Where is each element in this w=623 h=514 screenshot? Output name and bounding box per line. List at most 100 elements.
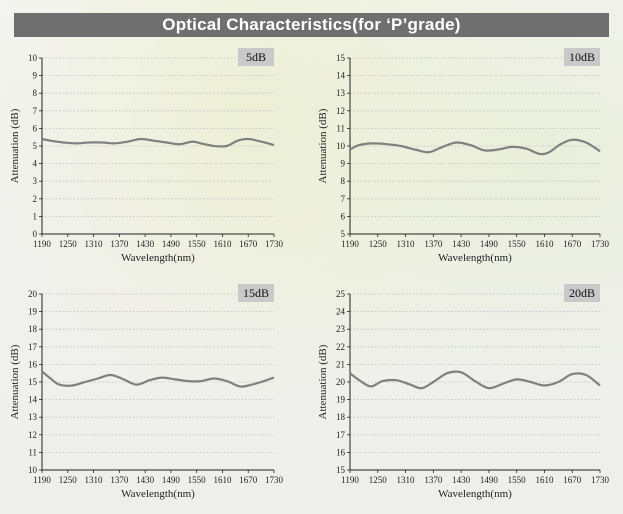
y-tick-label: 16 <box>28 359 38 369</box>
x-tick-label: 1730 <box>265 475 284 485</box>
x-tick-label: 1370 <box>424 475 443 485</box>
x-tick-label: 1730 <box>591 239 610 249</box>
x-tick-label: 1670 <box>563 475 582 485</box>
x-tick-label: 1610 <box>535 239 554 249</box>
series-line <box>349 370 601 390</box>
series-line <box>41 137 275 148</box>
x-tick-label: 1370 <box>110 475 129 485</box>
attenuation-tag <box>238 48 274 66</box>
x-tick-label: 1670 <box>239 475 258 485</box>
y-tick-label: 3 <box>33 176 38 186</box>
y-tick-label: 0 <box>33 229 38 239</box>
y-tick-label: 24 <box>336 307 346 317</box>
y-tick-label: 7 <box>33 106 38 116</box>
y-tick-label: 7 <box>341 194 346 204</box>
x-axis-label: Wavelength(nm) <box>438 488 512 500</box>
x-tick-label: 1430 <box>136 239 155 249</box>
y-tick-label: 4 <box>33 159 38 169</box>
x-tick-label: 1310 <box>397 475 416 485</box>
y-tick-label: 13 <box>336 88 346 98</box>
x-tick-label: 1310 <box>397 239 416 249</box>
y-tick-label: 10 <box>28 465 38 475</box>
x-tick-label: 1610 <box>213 475 232 485</box>
x-tick-label: 1430 <box>452 239 471 249</box>
x-tick-label: 1670 <box>563 239 582 249</box>
y-tick-label: 22 <box>336 342 345 352</box>
title-bar: Optical Characteristics(for ‘P’grade) <box>14 13 609 37</box>
x-tick-label: 1490 <box>162 239 181 249</box>
attenuation-tag-label: 5dB <box>246 50 266 64</box>
y-tick-label: 15 <box>336 53 346 63</box>
x-axis-label: Wavelength(nm) <box>121 488 195 500</box>
attenuation-tag-label: 10dB <box>569 50 595 64</box>
x-tick-label: 1730 <box>265 239 284 249</box>
y-axis-label: Attenuation (dB) <box>9 108 21 183</box>
chart-20db: 15 16 17 18 19 20 21 22 23 24 25 1190 1250 1310 1370 14… <box>317 284 610 500</box>
y-tick-label: 19 <box>336 395 346 405</box>
x-tick-label: 1250 <box>369 475 388 485</box>
y-tick-label: 1 <box>33 211 38 221</box>
x-tick-label: 1490 <box>480 239 499 249</box>
chart-15db: 10 11 12 13 14 15 16 17 18 19 20 1190 1250 1310 1370 14… <box>9 284 284 500</box>
y-tick-label: 6 <box>341 211 346 221</box>
y-tick-label: 10 <box>336 141 346 151</box>
y-tick-label: 5 <box>341 229 346 239</box>
x-tick-label: 1670 <box>239 239 258 249</box>
y-tick-label: 14 <box>28 395 38 405</box>
x-tick-label: 1550 <box>188 475 207 485</box>
attenuation-tag <box>564 48 600 66</box>
y-tick-label: 18 <box>28 324 38 334</box>
y-tick-label: 6 <box>33 123 38 133</box>
series-line <box>349 138 601 156</box>
x-tick-label: 1550 <box>188 239 207 249</box>
x-tick-label: 1190 <box>33 475 51 485</box>
x-tick-label: 1250 <box>59 475 78 485</box>
x-tick-label: 1610 <box>213 239 232 249</box>
y-tick-label: 21 <box>336 359 345 369</box>
attenuation-tag <box>238 284 274 302</box>
y-axis-label: Attenuation (dB) <box>317 108 329 183</box>
y-tick-label: 8 <box>341 176 346 186</box>
x-tick-label: 1310 <box>85 239 104 249</box>
chart-5db: 0 1 2 3 4 5 6 7 8 9 10 1190 1250 1310 1370 1430 1490 1550… <box>9 48 284 264</box>
page-title: Optical Characteristics(for ‘P’grade) <box>162 15 461 34</box>
y-axis-label: Attenuation (dB) <box>9 344 21 419</box>
y-axis-label: Attenuation (dB) <box>317 344 329 419</box>
x-tick-label: 1370 <box>424 239 443 249</box>
y-tick-label: 10 <box>28 53 38 63</box>
y-tick-label: 15 <box>336 465 346 475</box>
y-tick-label: 9 <box>341 159 346 169</box>
y-tick-label: 19 <box>28 307 38 317</box>
y-tick-label: 12 <box>336 106 345 116</box>
y-tick-label: 14 <box>336 71 346 81</box>
y-tick-label: 11 <box>336 123 345 133</box>
y-tick-label: 2 <box>33 194 38 204</box>
y-tick-label: 20 <box>28 289 38 299</box>
y-tick-label: 11 <box>28 447 37 457</box>
y-tick-label: 15 <box>28 377 38 387</box>
x-tick-label: 1370 <box>110 239 129 249</box>
y-tick-label: 5 <box>33 141 38 151</box>
x-tick-label: 1610 <box>535 475 554 485</box>
y-tick-label: 20 <box>336 377 346 387</box>
x-tick-label: 1490 <box>162 475 181 485</box>
attenuation-tag-label: 15dB <box>243 286 269 300</box>
y-tick-label: 9 <box>33 71 38 81</box>
y-tick-label: 16 <box>336 447 346 457</box>
x-axis-label: Wavelength(nm) <box>438 252 512 264</box>
x-tick-label: 1430 <box>136 475 155 485</box>
x-tick-label: 1250 <box>59 239 78 249</box>
attenuation-tag-label: 20dB <box>569 286 595 300</box>
y-tick-label: 8 <box>33 88 38 98</box>
x-tick-label: 1490 <box>480 475 499 485</box>
y-tick-label: 23 <box>336 324 346 334</box>
x-tick-label: 1310 <box>85 475 104 485</box>
y-tick-label: 17 <box>336 430 346 440</box>
x-axis-label: Wavelength(nm) <box>121 252 195 264</box>
chart-10db: 5 6 7 8 9 10 11 12 13 14 15 1190 1250 1310 1370 1430 149… <box>317 48 610 264</box>
y-tick-label: 13 <box>28 412 38 422</box>
y-tick-label: 17 <box>28 342 38 352</box>
x-tick-label: 1190 <box>341 239 359 249</box>
